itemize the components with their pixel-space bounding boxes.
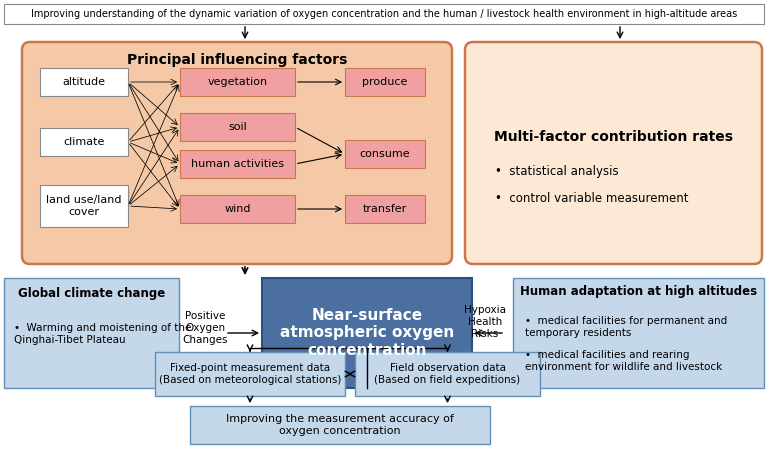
Bar — [190, 406, 490, 444]
Bar — [345, 140, 425, 168]
Text: Principal influencing factors: Principal influencing factors — [127, 53, 347, 67]
Text: Field observation data
(Based on field expeditions): Field observation data (Based on field e… — [375, 363, 521, 385]
Text: Improving understanding of the dynamic variation of oxygen concentration and the: Improving understanding of the dynamic v… — [31, 9, 737, 19]
Text: soil: soil — [228, 122, 247, 132]
Text: •  medical facilities for permanent and
temporary residents: • medical facilities for permanent and t… — [525, 316, 727, 338]
Text: Positive
Oxygen
Changes: Positive Oxygen Changes — [182, 312, 228, 344]
Text: altitude: altitude — [62, 77, 105, 87]
Text: consume: consume — [359, 149, 410, 159]
Bar — [180, 68, 295, 96]
Bar — [180, 150, 295, 178]
FancyBboxPatch shape — [22, 42, 452, 264]
Bar — [180, 195, 295, 223]
Text: Improving the measurement accuracy of
oxygen concentration: Improving the measurement accuracy of ox… — [226, 414, 454, 436]
Bar — [4, 4, 764, 24]
Text: Global climate change: Global climate change — [18, 287, 165, 300]
Text: •  control variable measurement: • control variable measurement — [495, 192, 688, 204]
Bar — [513, 278, 764, 388]
Text: land use/land
cover: land use/land cover — [46, 195, 122, 217]
Bar — [4, 278, 179, 388]
Bar — [262, 278, 472, 388]
Bar — [345, 195, 425, 223]
Bar — [180, 113, 295, 141]
Bar — [155, 352, 345, 396]
Text: •  medical facilities and rearing
environment for wildlife and livestock: • medical facilities and rearing environ… — [525, 350, 722, 372]
Text: human activities: human activities — [191, 159, 284, 169]
Bar — [345, 68, 425, 96]
Text: Human adaptation at high altitudes: Human adaptation at high altitudes — [520, 285, 757, 298]
Text: vegetation: vegetation — [207, 77, 267, 87]
Text: •  statistical analysis: • statistical analysis — [495, 166, 619, 179]
Bar — [355, 352, 540, 396]
Text: produce: produce — [362, 77, 408, 87]
Bar — [40, 68, 128, 96]
Bar — [40, 185, 128, 227]
Text: Fixed-point measurement data
(Based on meteorological stations): Fixed-point measurement data (Based on m… — [159, 363, 341, 385]
Text: wind: wind — [224, 204, 250, 214]
Text: •  Warming and moistening of the
Qinghai-Tibet Plateau: • Warming and moistening of the Qinghai-… — [14, 323, 191, 344]
Text: transfer: transfer — [362, 204, 407, 214]
FancyBboxPatch shape — [465, 42, 762, 264]
Text: climate: climate — [63, 137, 104, 147]
Text: Hypoxia
Health
Risks: Hypoxia Health Risks — [464, 305, 506, 339]
Text: Near-surface
atmospheric oxygen
concentration: Near-surface atmospheric oxygen concentr… — [280, 308, 454, 358]
Text: Multi-factor contribution rates: Multi-factor contribution rates — [494, 130, 733, 144]
Bar — [40, 128, 128, 156]
